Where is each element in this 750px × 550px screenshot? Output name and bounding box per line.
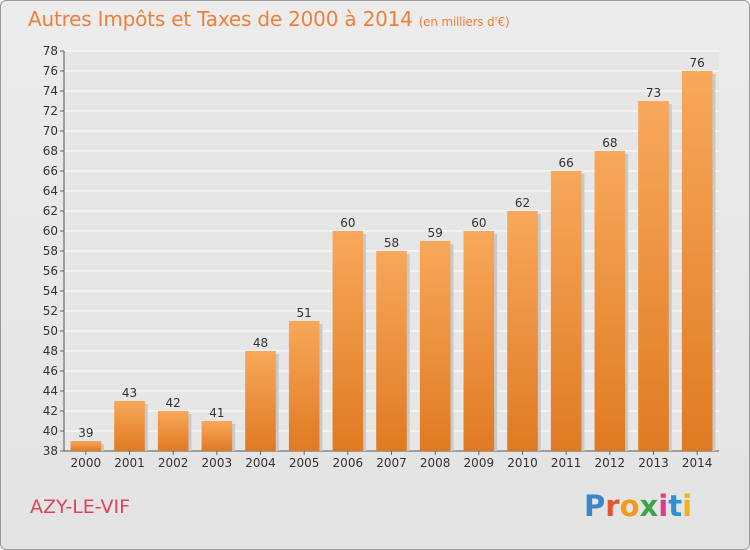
y-tick-label: 64 (43, 184, 58, 198)
bar (157, 411, 189, 451)
bar (245, 351, 276, 451)
data-label: 43 (122, 386, 137, 400)
bar (70, 441, 102, 451)
data-label: 41 (209, 406, 224, 420)
x-tick-label: 2001 (114, 456, 145, 470)
x-tick-label: 2013 (638, 456, 669, 470)
x-tick-label: 2008 (420, 456, 451, 470)
x-tick-label: 2004 (245, 456, 276, 470)
data-label: 60 (340, 216, 355, 230)
x-tick-label: 2002 (158, 456, 189, 470)
data-label: 68 (602, 136, 617, 150)
x-tick-label: 2011 (551, 456, 582, 470)
x-tick-label: 2012 (595, 456, 626, 470)
logo-letter: i (658, 489, 669, 523)
logo-letter: i (682, 489, 693, 523)
x-tick-label: 2006 (333, 456, 364, 470)
bar (507, 211, 538, 451)
bar (332, 231, 364, 451)
data-label: 60 (471, 216, 486, 230)
logo-letter: x (639, 489, 659, 523)
bar (419, 241, 451, 451)
y-tick-label: 72 (43, 104, 58, 118)
y-tick-label: 62 (43, 204, 58, 218)
y-tick-label: 66 (43, 164, 58, 178)
data-label: 39 (78, 426, 93, 440)
data-label: 73 (646, 86, 661, 100)
bar (550, 171, 582, 451)
y-tick-label: 42 (43, 404, 58, 418)
data-label: 42 (166, 396, 181, 410)
x-tick-label: 2005 (289, 456, 320, 470)
y-tick-label: 54 (43, 284, 58, 298)
data-label: 58 (384, 236, 399, 250)
data-label: 48 (253, 336, 268, 350)
x-tick-label: 2010 (507, 456, 538, 470)
chart-title: Autres Impôts et Taxes de 2000 à 2014 (en… (28, 7, 510, 31)
bar (463, 231, 495, 451)
bar (201, 421, 233, 451)
y-tick-label: 56 (43, 264, 58, 278)
data-label: 76 (690, 56, 705, 70)
y-tick-label: 38 (43, 444, 58, 458)
y-tick-label: 76 (43, 64, 58, 78)
proxiti-logo: Proxiti (584, 489, 692, 523)
y-tick-label: 48 (43, 344, 58, 358)
x-tick-label: 2003 (202, 456, 233, 470)
logo-letter: t (668, 489, 683, 523)
y-tick-label: 44 (43, 384, 58, 398)
logo-letter: r (605, 489, 620, 523)
data-label: 51 (297, 306, 312, 320)
bar (376, 251, 407, 451)
x-tick-label: 2000 (71, 456, 102, 470)
bar (288, 321, 320, 451)
x-tick-label: 2009 (464, 456, 495, 470)
bar (594, 151, 626, 451)
y-tick-label: 58 (43, 244, 58, 258)
x-tick-label: 2007 (376, 456, 407, 470)
y-tick-label: 60 (43, 224, 58, 238)
commune-name: AZY-LE-VIF (30, 496, 131, 518)
y-tick-label: 74 (43, 84, 58, 98)
y-tick-label: 40 (43, 424, 58, 438)
y-tick-label: 68 (43, 144, 58, 158)
logo-letter: o (619, 489, 640, 523)
x-tick-label: 2014 (682, 456, 713, 470)
data-label: 62 (515, 196, 530, 210)
bar (114, 401, 145, 451)
chart-title-text: Autres Impôts et Taxes de 2000 à 2014 (28, 7, 413, 31)
logo-letter: P (584, 489, 606, 523)
y-tick-label: 78 (43, 44, 58, 58)
data-label: 59 (428, 226, 443, 240)
y-tick-label: 50 (43, 324, 58, 338)
data-label: 66 (559, 156, 574, 170)
y-tick-label: 52 (43, 304, 58, 318)
bar (638, 101, 669, 451)
y-tick-label: 46 (43, 364, 58, 378)
chart-subtitle: (en milliers d'€) (418, 15, 510, 29)
bar (681, 71, 713, 451)
y-tick-label: 70 (43, 124, 58, 138)
